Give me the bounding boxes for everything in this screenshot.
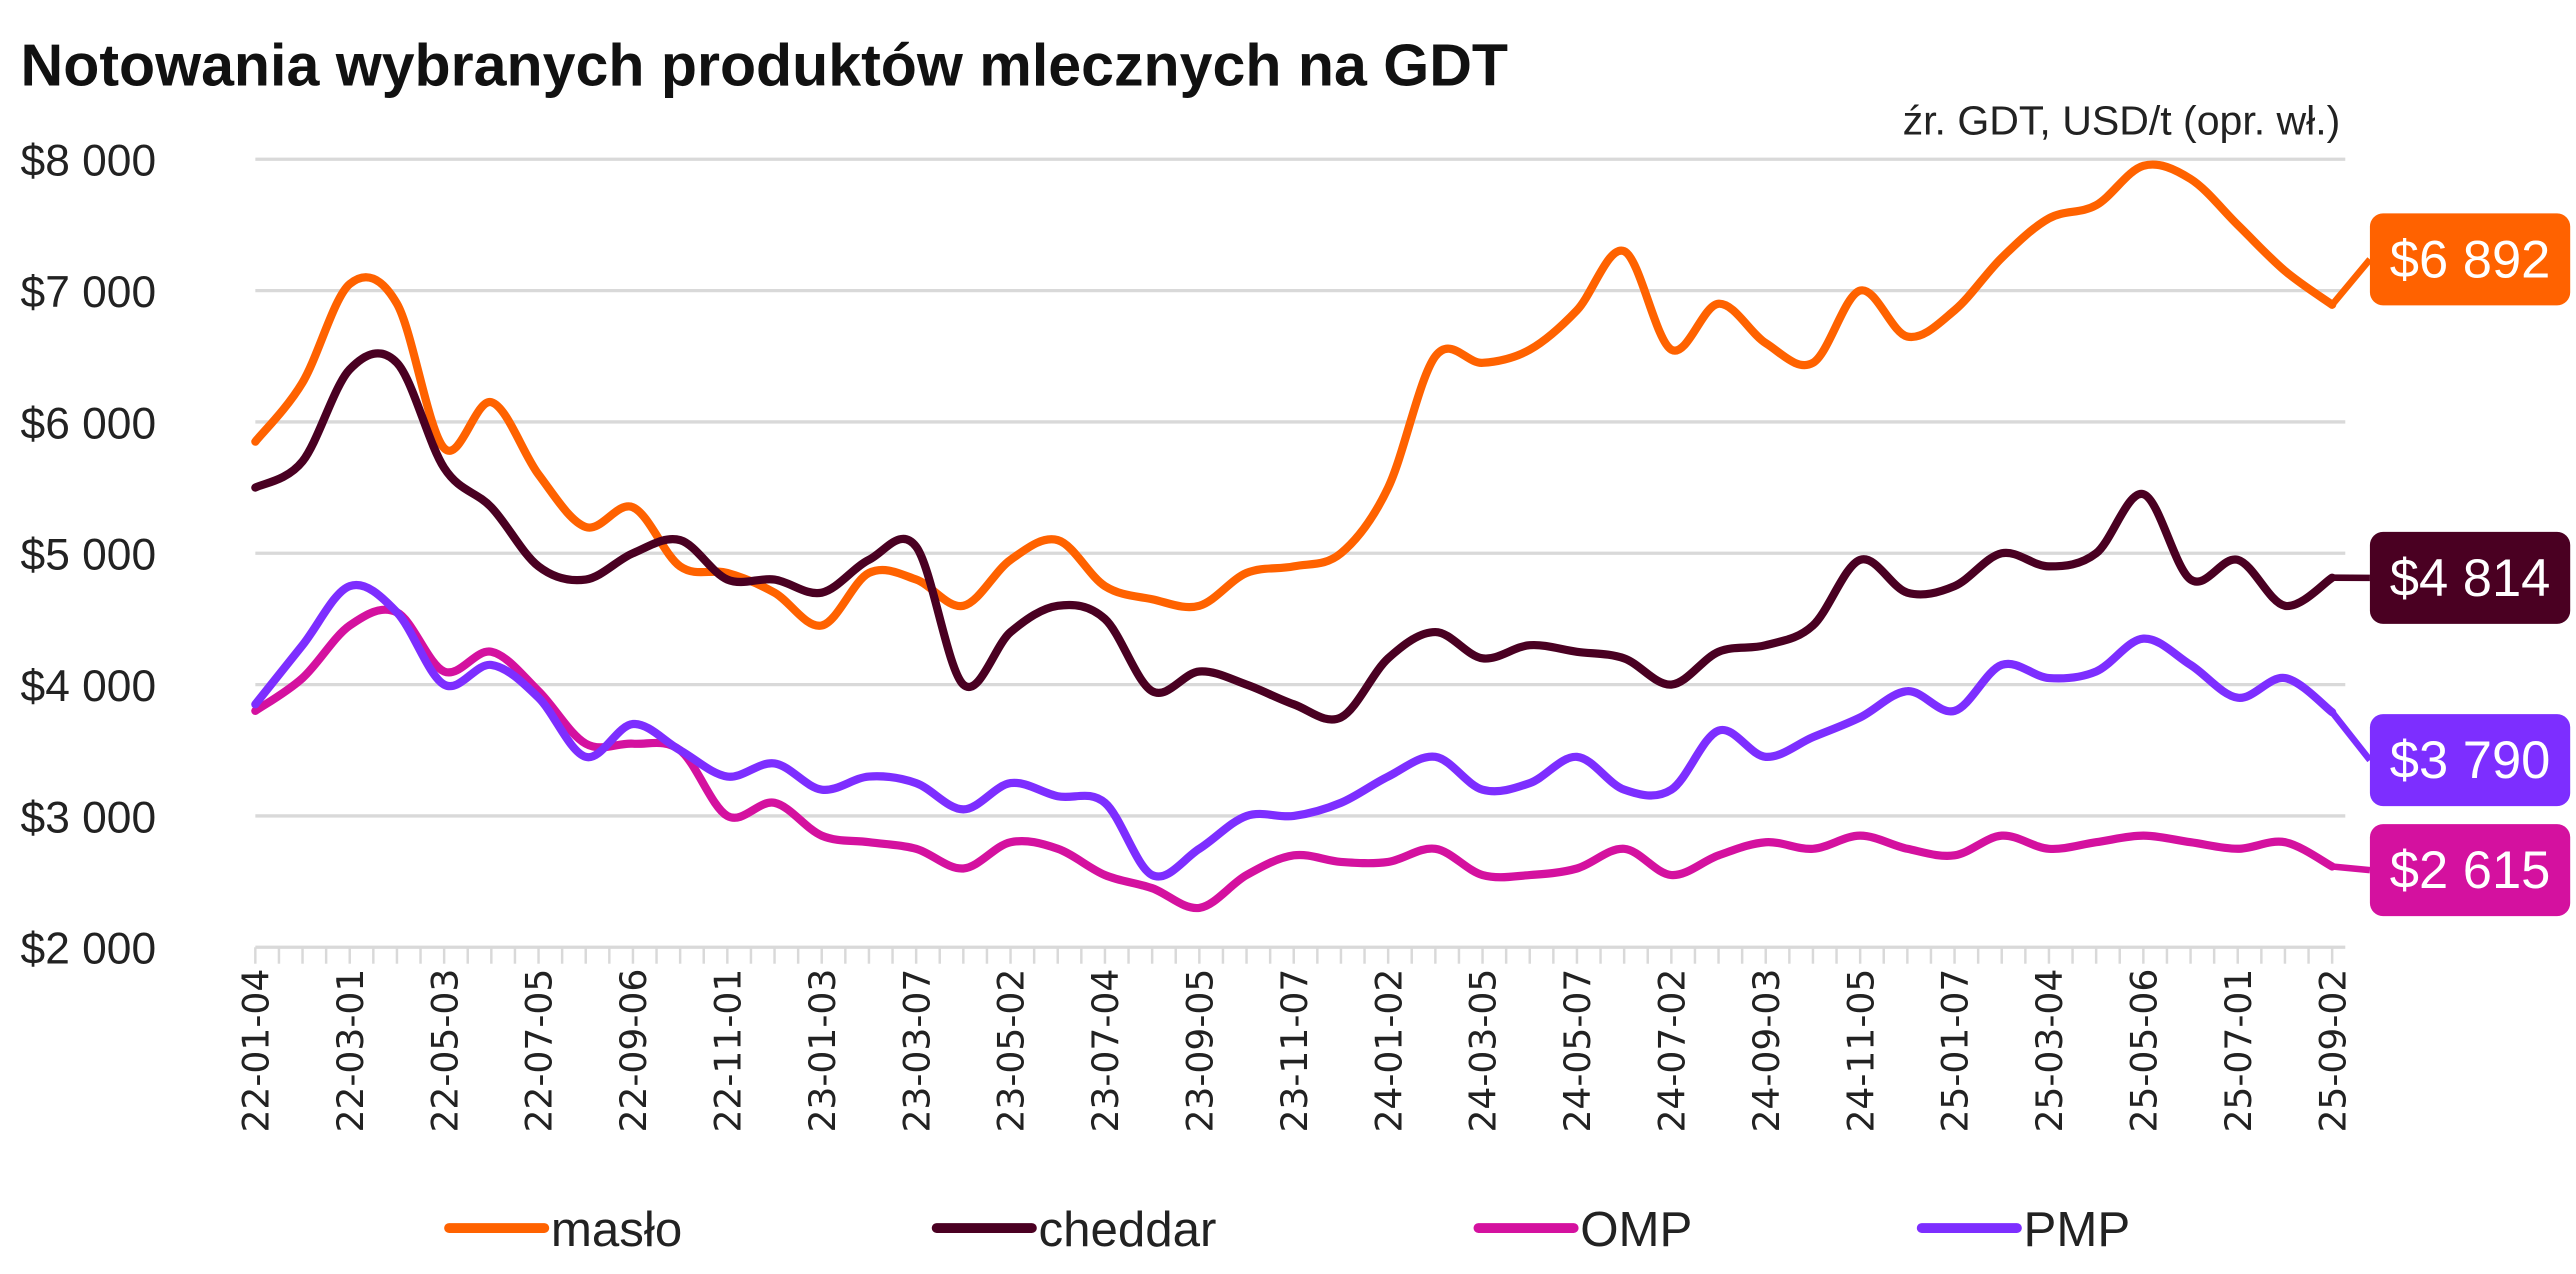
x-tick-label: 24-09-03 [1745,969,1788,1133]
x-tick-label: 22-03-01 [329,969,372,1133]
y-axis: $2 000 $3 000 $4 000 $5 000 $6 000 $7 000 $8 0… [21,137,157,974]
y-tick-label: $8 000 [21,137,157,186]
x-tick-label: 23-05-02 [990,969,1033,1133]
x-tick-label: 25-01-07 [1934,969,1977,1133]
y-tick-label: $3 000 [21,793,157,842]
series-line-OMP [251,605,2337,913]
x-tick-label: 22-09-06 [612,969,655,1133]
value-connector [2329,257,2373,307]
end-value-labels: $6 892 $4 814 $2 615 $3 790 [2329,213,2571,917]
x-tick-label: 23-09-05 [1178,969,1221,1133]
legend-label: OMP [1580,1202,1692,1257]
x-tick-label: 23-11-07 [1273,969,1316,1133]
x-axis: 22-01-04 22-03-01 22-05-03 22-07-05 22-09-06… [234,945,2354,1133]
legend-label: PMP [2024,1202,2131,1257]
y-tick-label: $2 000 [21,925,157,974]
series-lines [251,160,2337,913]
value-badge [2369,531,2571,624]
x-tick-label: 25-05-06 [2122,969,2165,1133]
y-tick-label: $7 000 [21,268,157,317]
x-tick-label: 22-05-03 [423,969,466,1133]
legend-label: cheddar [1038,1202,1216,1257]
x-tick-label: 22-07-05 [518,969,561,1133]
x-tick-label: 23-07-04 [1084,969,1127,1133]
x-tick-label: 22-11-01 [706,969,749,1133]
series-line-masło [251,160,2337,630]
series-line-PMP [251,580,2337,881]
value-badge [2369,213,2571,306]
x-tick-label: 24-03-05 [1462,969,1505,1133]
x-tick-label: 24-01-02 [1367,969,1410,1133]
x-tick-label: 24-07-02 [1650,969,1693,1133]
chart-subtitle: źr. GDT, USD/t (opr. wł.) [1903,98,2341,144]
series-line-cheddar [251,349,2337,724]
x-tick-label: 24-05-07 [1556,969,1599,1133]
value-badge [2369,824,2571,917]
x-tick-label: 25-03-04 [2028,969,2071,1133]
value-badge [2369,714,2571,807]
x-tick-label: 25-09-02 [2311,969,2354,1133]
x-tick-label: 24-11-05 [1839,969,1882,1133]
value-badge-label: $3 790 [2390,731,2551,790]
y-tick-label: $4 000 [21,662,157,711]
value-connector [2329,710,2373,763]
value-badge-label: $4 814 [2390,549,2551,608]
chart-title: Notowania wybranych produktów mlecznych … [21,31,1508,98]
x-tick-label: 25-07-01 [2217,969,2260,1133]
x-tick-label: 23-03-07 [895,969,938,1133]
x-tick-label: 22-01-04 [234,969,277,1133]
x-tick-label: 23-01-03 [801,969,844,1133]
y-tick-label: $6 000 [21,399,157,448]
y-tick-label: $5 000 [21,531,157,580]
legend-label: masło [551,1202,682,1257]
value-connector [2331,863,2371,874]
value-badge-label: $6 892 [2390,230,2551,289]
grid [255,157,2346,818]
legend: masło cheddar OMP PMP [444,1202,2131,1257]
value-badge-label: $2 615 [2390,841,2551,900]
